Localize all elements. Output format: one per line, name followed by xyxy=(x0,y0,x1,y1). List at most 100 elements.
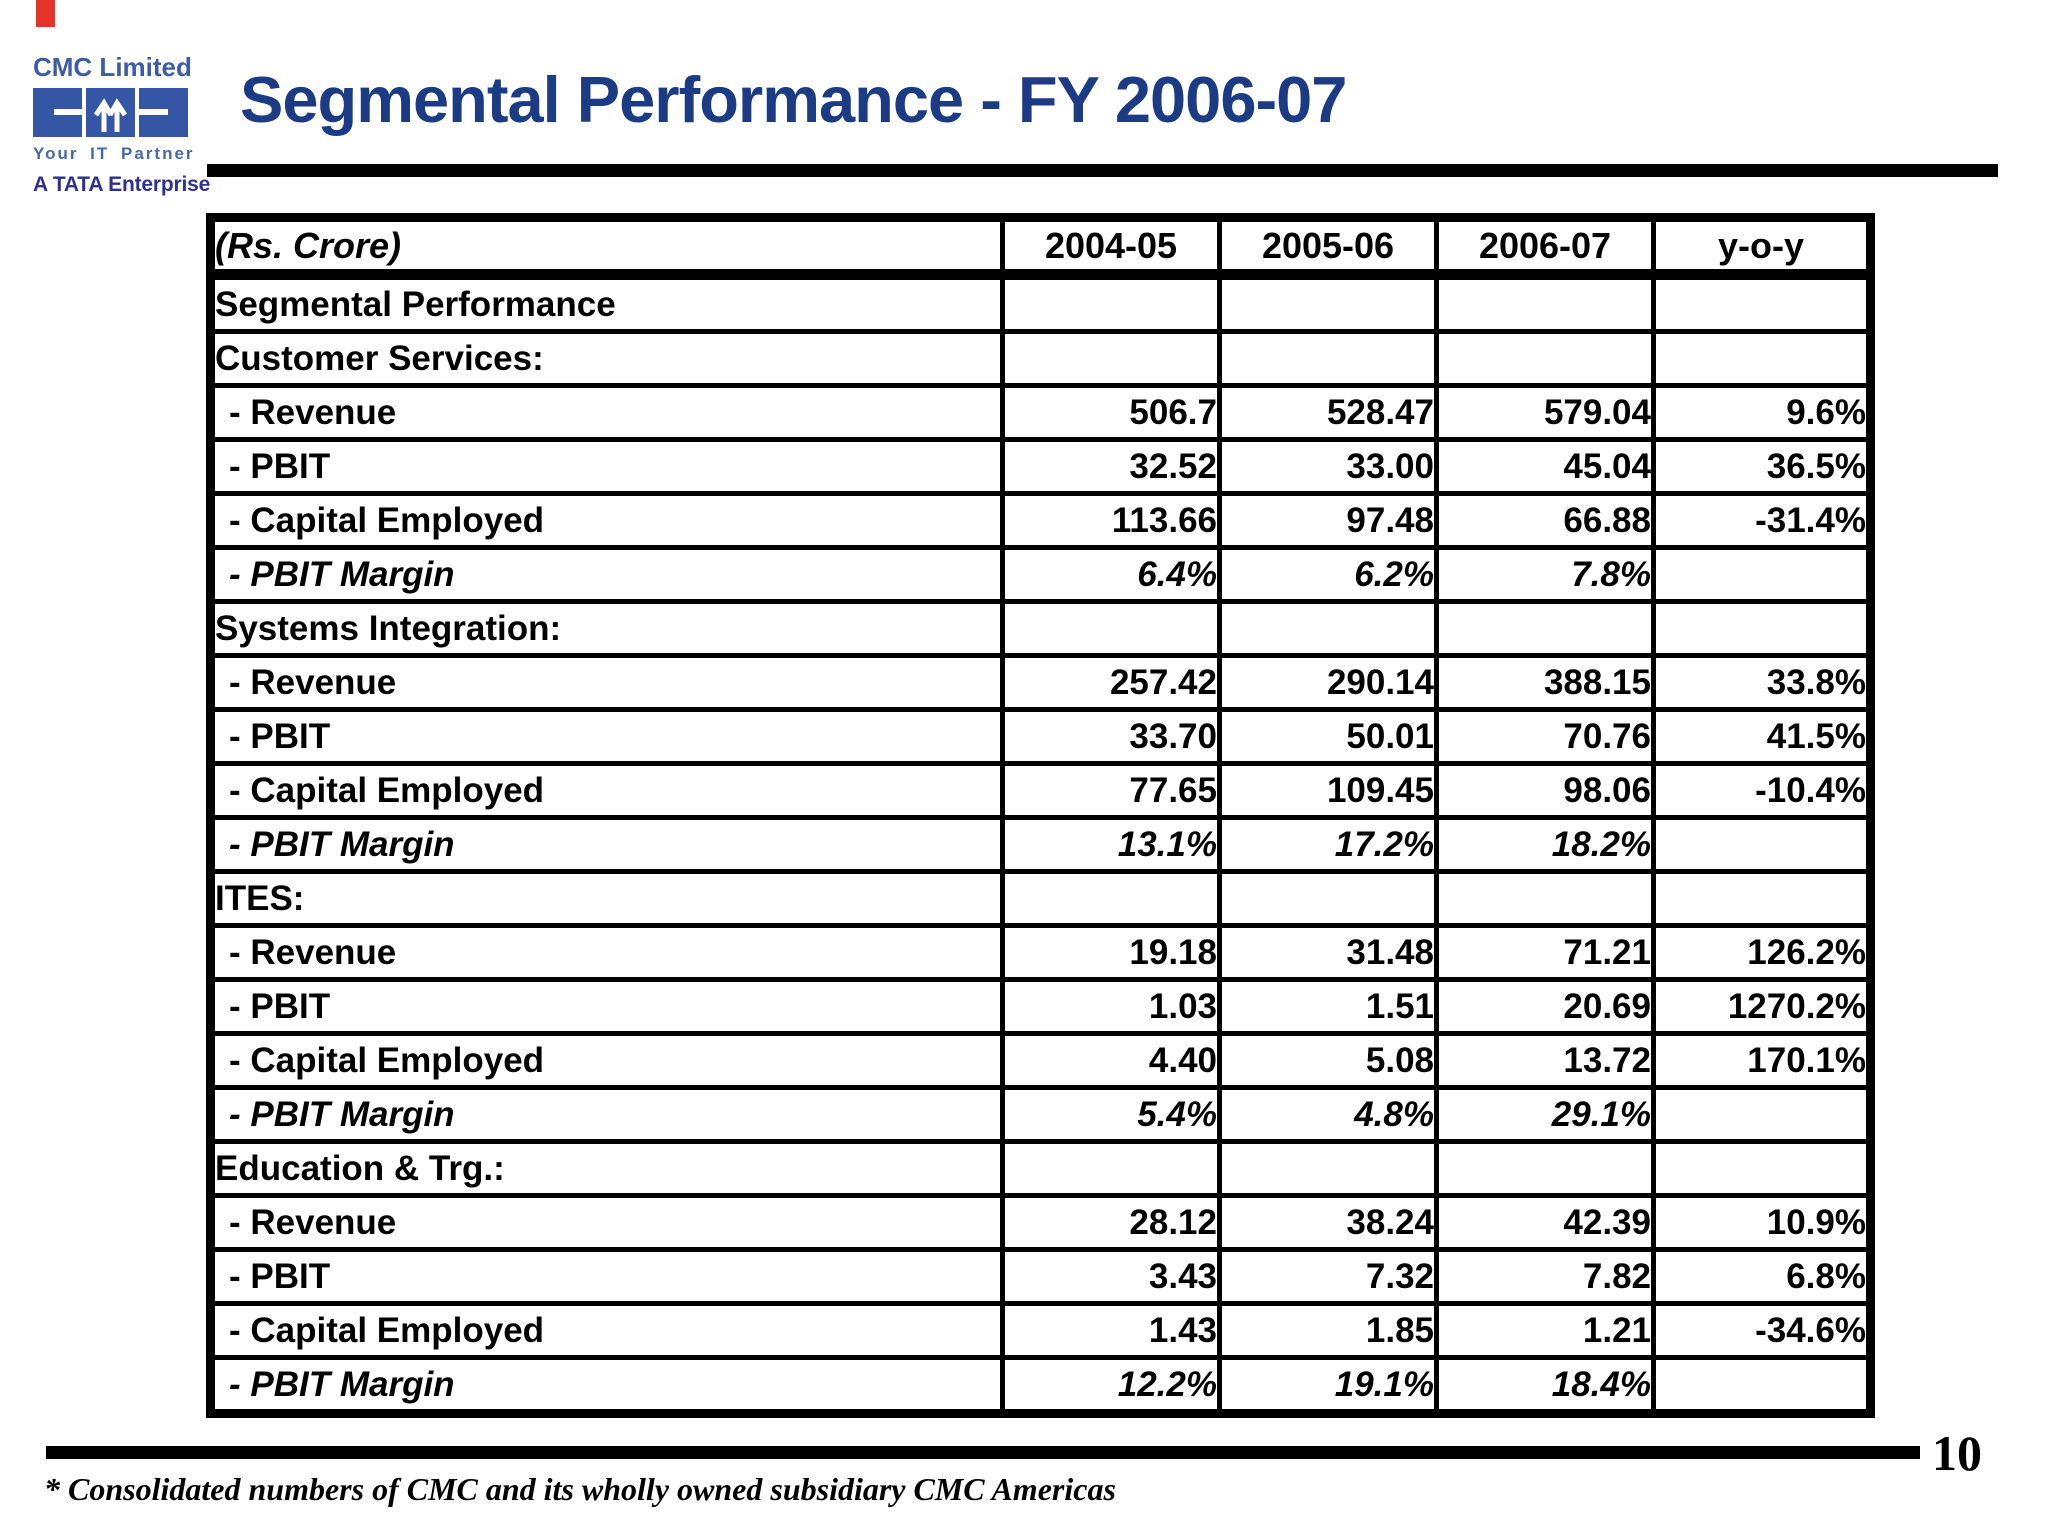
row-value: 97.48 xyxy=(1217,491,1439,550)
row-value: 36.5% xyxy=(1651,437,1873,496)
logo-company-name: CMC Limited xyxy=(33,52,192,82)
row-value: 17.2% xyxy=(1217,815,1439,874)
row-value: 28.12 xyxy=(1000,1193,1222,1252)
table-body: Segmental Performance Customer Services: -… xyxy=(208,272,1873,1416)
col-header-2005-06: 2005-06 xyxy=(1217,215,1439,280)
logo-dash-icon xyxy=(53,109,82,115)
logo-square-c-left xyxy=(33,88,82,137)
logo-square-c-right xyxy=(139,88,188,137)
row-value: 1.03 xyxy=(1000,977,1222,1036)
row-value: 4.8% xyxy=(1217,1085,1439,1144)
row-value: 1270.2% xyxy=(1651,977,1873,1036)
row-value xyxy=(1651,815,1873,874)
row-value: 38.24 xyxy=(1217,1193,1439,1252)
row-value: 3.43 xyxy=(1000,1247,1222,1306)
row-value: 1.51 xyxy=(1217,977,1439,1036)
row-label: Customer Services: xyxy=(208,329,1005,388)
row-label: ITES: xyxy=(208,869,1005,928)
table-row: Systems Integration: xyxy=(208,599,1873,658)
row-value xyxy=(1651,272,1873,334)
table-row: - Capital Employed 4.40 5.08 13.72 170.1% xyxy=(208,1031,1873,1090)
row-value xyxy=(1000,272,1222,334)
row-value xyxy=(1217,329,1439,388)
row-value xyxy=(1651,1355,1873,1416)
row-value: 506.7 xyxy=(1000,383,1222,442)
row-value: 19.1% xyxy=(1217,1355,1439,1416)
row-value: 528.47 xyxy=(1217,383,1439,442)
row-label: - Revenue xyxy=(208,923,1005,982)
row-value xyxy=(1217,599,1439,658)
row-value: 33.8% xyxy=(1651,653,1873,712)
table-row: - Capital Employed 77.65 109.45 98.06 -10.4% xyxy=(208,761,1873,820)
row-value: 7.8% xyxy=(1434,545,1656,604)
row-value: 32.52 xyxy=(1000,437,1222,496)
page-title: Segmental Performance - FY 2006-07 xyxy=(240,63,1347,136)
row-value: 126.2% xyxy=(1651,923,1873,982)
row-value xyxy=(1651,1085,1873,1144)
table-row: Customer Services: xyxy=(208,329,1873,388)
row-value: 5.08 xyxy=(1217,1031,1439,1090)
col-header-2006-07: 2006-07 xyxy=(1434,215,1656,280)
row-value: 66.88 xyxy=(1434,491,1656,550)
row-value xyxy=(1434,1139,1656,1198)
row-value: 7.32 xyxy=(1217,1247,1439,1306)
table-row: - PBIT Margin 5.4% 4.8% 29.1% xyxy=(208,1085,1873,1144)
row-value xyxy=(1000,869,1222,928)
col-header-2004-05: 2004-05 xyxy=(1000,215,1222,280)
logo-enterprise-line: A TATA Enterprise xyxy=(33,173,211,196)
row-value xyxy=(1651,599,1873,658)
row-value xyxy=(1000,329,1222,388)
row-value: 6.4% xyxy=(1000,545,1222,604)
table-row: - Capital Employed 1.43 1.85 1.21 -34.6% xyxy=(208,1301,1873,1360)
row-label: - Capital Employed xyxy=(208,1301,1005,1360)
row-value: 12.2% xyxy=(1000,1355,1222,1416)
row-value: 290.14 xyxy=(1217,653,1439,712)
footer-rule xyxy=(46,1446,1920,1459)
row-value: 1.21 xyxy=(1434,1301,1656,1360)
row-value: -10.4% xyxy=(1651,761,1873,820)
row-value: 170.1% xyxy=(1651,1031,1873,1090)
row-value: 6.2% xyxy=(1217,545,1439,604)
row-label: - Capital Employed xyxy=(208,491,1005,550)
row-value: 13.72 xyxy=(1434,1031,1656,1090)
row-value: 18.4% xyxy=(1434,1355,1656,1416)
row-value: 33.70 xyxy=(1000,707,1222,766)
row-value: -31.4% xyxy=(1651,491,1873,550)
row-value: 1.85 xyxy=(1217,1301,1439,1360)
row-value xyxy=(1000,599,1222,658)
logo-m-arrows-icon xyxy=(93,98,128,132)
row-label: - PBIT Margin xyxy=(208,1085,1005,1144)
row-label: - PBIT Margin xyxy=(208,545,1005,604)
segmental-performance-table: (Rs. Crore) 2004-05 2005-06 2006-07 y-o-… xyxy=(206,213,1875,1418)
table-row: - Capital Employed 113.66 97.48 66.88 -31.4% xyxy=(208,491,1873,550)
row-label: - PBIT xyxy=(208,707,1005,766)
row-value: 20.69 xyxy=(1434,977,1656,1036)
row-value xyxy=(1434,329,1656,388)
logo-square-m xyxy=(86,88,135,137)
row-label: Segmental Performance xyxy=(208,272,1005,334)
title-underline xyxy=(207,164,1998,177)
row-value xyxy=(1651,1139,1873,1198)
row-value: 4.40 xyxy=(1000,1031,1222,1090)
row-value: 6.8% xyxy=(1651,1247,1873,1306)
row-value: 388.15 xyxy=(1434,653,1656,712)
table-row: - PBIT Margin 12.2% 19.1% 18.4% xyxy=(208,1355,1873,1416)
table-row: - PBIT 1.03 1.51 20.69 1270.2% xyxy=(208,977,1873,1036)
cmc-logo-icon xyxy=(33,88,195,137)
row-value xyxy=(1651,545,1873,604)
footnote: * Consolidated numbers of CMC and its wh… xyxy=(44,1471,1116,1507)
table-row: - PBIT Margin 13.1% 17.2% 18.2% xyxy=(208,815,1873,874)
row-label: - PBIT Margin xyxy=(208,815,1005,874)
row-label: - PBIT xyxy=(208,437,1005,496)
cmc-logo: CMC Limited Your IT Partner A TATA Enter… xyxy=(33,52,211,197)
row-value: 109.45 xyxy=(1217,761,1439,820)
row-value: 50.01 xyxy=(1217,707,1439,766)
logo-tagline: Your IT Partner xyxy=(33,144,195,163)
table-row: - Revenue 506.7 528.47 579.04 9.6% xyxy=(208,383,1873,442)
row-value: 42.39 xyxy=(1434,1193,1656,1252)
row-value: 257.42 xyxy=(1000,653,1222,712)
row-value: 579.04 xyxy=(1434,383,1656,442)
row-value: 45.04 xyxy=(1434,437,1656,496)
row-label: - Revenue xyxy=(208,383,1005,442)
